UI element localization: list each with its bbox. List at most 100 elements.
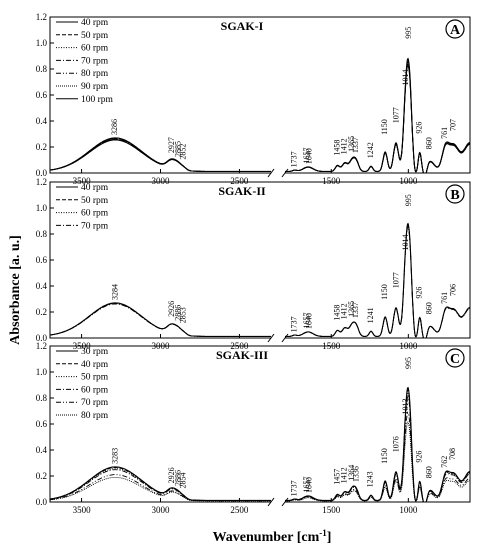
peak-label: 2885 <box>174 141 183 157</box>
legend: 30 rpm 40 rpm 50 rpm 60 rpm 70 rpm 80 rpm <box>56 347 109 421</box>
x-tick-label: 2500 <box>230 505 249 515</box>
peak-label: 2854 <box>178 473 187 489</box>
peak-label: 761 <box>440 127 449 139</box>
peak-label: 1640 <box>305 313 314 329</box>
legend-entry: 90 rpm <box>81 82 109 92</box>
y-tick-label: 0.6 <box>36 90 48 100</box>
y-tick-label: 0.6 <box>36 419 48 429</box>
peak-label: 708 <box>448 448 457 460</box>
peak-label: 1243 <box>366 471 375 487</box>
series-group <box>50 57 470 173</box>
y-axis-label: Absorbance [a. u.] <box>8 235 23 345</box>
axis-break-gap <box>271 169 285 177</box>
series-line <box>50 226 470 338</box>
legend-entry: 50 rpm <box>81 196 109 206</box>
legend-entry: 100 rpm <box>81 95 114 105</box>
y-tick-label: 0.8 <box>36 229 48 239</box>
peak-label: 3286 <box>110 119 119 135</box>
legend-entry: 70 rpm <box>81 398 109 408</box>
peak-label: 3284 <box>111 284 120 300</box>
peak-label: 860 <box>425 302 434 314</box>
peak-label: 926 <box>415 287 424 299</box>
peak-label: 2927 <box>167 137 176 153</box>
panel-title: SGAK-II <box>218 184 266 198</box>
panel-B: 0.0 0.2 0.4 0.6 0.8 1.0 1.2 3500 3000 2500 1500 100… <box>36 177 471 351</box>
peak-label: 707 <box>448 119 457 131</box>
legend-entry: 40 rpm <box>81 183 109 193</box>
peak-label: 761 <box>440 292 449 304</box>
legend: 40 rpm 50 rpm 60 rpm 70 rpm 80 rpm 90 rpm 100 … <box>56 18 114 105</box>
legend-entry: 70 rpm <box>81 56 109 66</box>
peak-label: 995 <box>404 194 413 206</box>
peak-label: 1412 <box>340 138 349 154</box>
axis-break-mark <box>281 497 289 507</box>
peak-label: 1150 <box>380 448 389 464</box>
series-group <box>50 222 470 338</box>
panels: 0.0 0.2 0.4 0.6 0.8 1.0 1.2 3500 3000 2500 1500 100… <box>36 12 471 515</box>
x-tick-label: 3000 <box>152 176 171 186</box>
y-tick-label: 0.0 <box>36 497 48 507</box>
peak-label: 1365 <box>347 301 356 317</box>
y-tick-label: 1.0 <box>36 367 48 377</box>
legend-entry: 40 rpm <box>81 18 109 28</box>
peak-label: 1076 <box>391 436 400 452</box>
peak-label: 1014 <box>401 235 410 251</box>
axis-break-gap <box>271 334 285 342</box>
legend-entry: 70 rpm <box>81 221 109 231</box>
panel-letter-circle <box>445 184 465 204</box>
x-axis-label: Wavenumber [cm-1] <box>213 528 332 545</box>
legend-entry: 30 rpm <box>81 347 109 357</box>
peak-label: 926 <box>415 451 424 463</box>
peak-label: 1657 <box>302 476 311 492</box>
panel-title: SGAK-III <box>216 348 268 362</box>
axis-break-mark <box>267 497 275 507</box>
peak-label: 860 <box>425 466 434 478</box>
legend-entry: 40 rpm <box>81 360 109 370</box>
peak-label: 926 <box>415 122 424 134</box>
peak-label: 1337 <box>351 137 360 153</box>
peak-label: 2886 <box>173 305 182 321</box>
x-tick-label: 2500 <box>230 176 249 186</box>
panel-letter: A <box>450 23 461 38</box>
panel-title: SGAK-I <box>221 19 264 33</box>
y-tick-label: 0.6 <box>36 255 48 265</box>
peak-label: 2926 <box>167 301 176 317</box>
peak-label: 1640 <box>304 148 313 164</box>
peak-label: 1150 <box>380 119 389 135</box>
peak-label: 995 <box>404 27 413 39</box>
series-group <box>50 386 470 502</box>
y-tick-label: 0.0 <box>36 333 48 343</box>
peak-label: 2853 <box>179 307 188 323</box>
legend-entry: 60 rpm <box>81 44 109 54</box>
peak-label: 1013 <box>401 398 410 414</box>
x-tick-label: 1000 <box>399 176 418 186</box>
panel-letter: C <box>450 352 460 367</box>
peak-label: 1737 <box>290 151 299 167</box>
y-tick-label: 0.2 <box>36 142 47 152</box>
panel-C: 0.0 0.2 0.4 0.6 0.8 1.0 1.2 3500 3000 2500 1500 100… <box>36 341 471 515</box>
peak-label: 995 <box>404 357 413 369</box>
peak-label: 1657 <box>302 147 311 163</box>
legend-entry: 60 rpm <box>81 385 109 395</box>
peak-label: 1365 <box>347 136 356 152</box>
peak-label: 860 <box>425 137 434 149</box>
x-tick-label: 3500 <box>73 176 92 186</box>
x-tick-label: 3500 <box>73 505 92 515</box>
y-tick-label: 1.2 <box>36 341 47 351</box>
y-tick-label: 0.4 <box>36 445 48 455</box>
x-tick-label: 3000 <box>152 505 171 515</box>
x-tick-label: 1500 <box>322 505 341 515</box>
peak-label: 1014 <box>401 70 410 86</box>
axis-break-gap <box>271 498 285 506</box>
peak-label: 1412 <box>340 303 349 319</box>
legend-entry: 80 rpm <box>81 69 109 79</box>
peak-label: 2852 <box>179 144 188 160</box>
peak-label: 1241 <box>366 307 375 323</box>
axis-break-mark <box>281 168 289 178</box>
legend-entry: 50 rpm <box>81 373 109 383</box>
peak-label: 1337 <box>351 302 360 318</box>
axis-break-mark <box>267 168 275 178</box>
peak-label: 1242 <box>366 142 375 158</box>
legend-entry: 50 rpm <box>81 31 109 41</box>
